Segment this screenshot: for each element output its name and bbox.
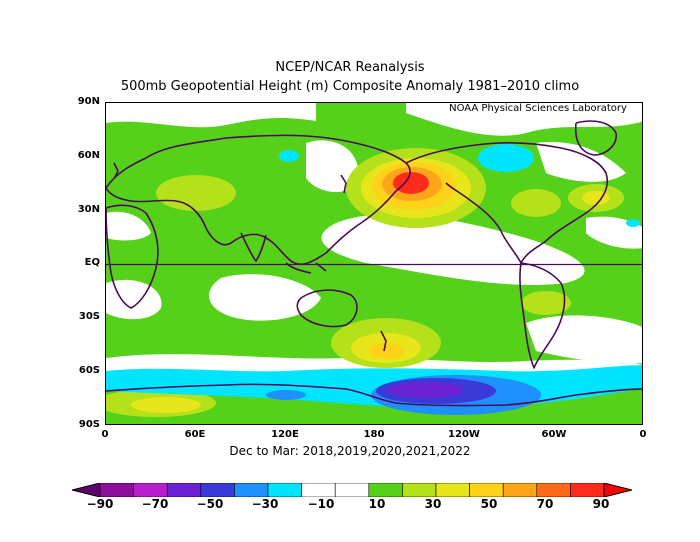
pos-south-am-light	[521, 291, 571, 315]
neutral-s-pacific-east	[526, 315, 642, 364]
colorbar-label: 30	[424, 497, 442, 511]
colorbar-label: 10	[368, 497, 386, 511]
neg-s-indian-blue	[266, 390, 306, 400]
colorbar-label: 90	[592, 497, 610, 511]
lat-label: 30S	[78, 311, 100, 322]
greenland-outline	[574, 120, 617, 156]
colorbar	[72, 483, 632, 497]
eurasia-outline	[106, 134, 411, 265]
lon-label: 60E	[184, 429, 206, 440]
colorbar-label: −10	[307, 497, 335, 511]
neg-amundsen-purple	[388, 382, 464, 398]
credit-label: NOAA Physical Sciences Laboratory	[433, 103, 642, 115]
lat-label: 60S	[78, 365, 100, 376]
colorbar-label: 70	[536, 497, 554, 511]
lat-label: 30N	[77, 204, 100, 215]
colorbar-cell	[368, 483, 403, 497]
north-america-outline	[405, 142, 608, 264]
colorbar-cell	[166, 483, 202, 497]
coastlines	[106, 120, 642, 407]
colorbar-label: −30	[251, 497, 279, 511]
lat-label: 60N	[77, 150, 100, 161]
neutral-canada	[536, 142, 626, 182]
colorbar-cell	[234, 483, 269, 497]
neutral-s-indian	[209, 274, 321, 321]
colorbar-arrow-low	[72, 483, 101, 497]
anomaly-map: NOAA Physical Sciences Laboratory	[105, 102, 643, 425]
lon-label: 0	[639, 429, 647, 440]
lon-label: 60W	[541, 429, 567, 440]
lon-label: 120E	[271, 429, 299, 440]
neg-siberia-cyan	[279, 150, 299, 162]
colorbar-cell	[469, 483, 504, 497]
time-period-label: Dec to Mar: 2018,2019,2020,2021,2022	[229, 444, 471, 458]
pos-asia-light	[156, 175, 236, 211]
colorbar-label: −50	[196, 497, 224, 511]
colorbar-label: −70	[141, 497, 169, 511]
colorbar-label: −90	[86, 497, 114, 511]
japan-outline	[340, 174, 347, 194]
uk-outline	[113, 162, 119, 178]
lat-label: 90S	[78, 419, 100, 430]
lat-label: EQ	[84, 257, 100, 268]
new-zealand-outline	[380, 330, 387, 352]
map-subtitle-variable: 500mb Geopotential Height (m) Composite …	[120, 79, 580, 94]
lon-label: 0	[101, 429, 109, 440]
india-outline	[240, 232, 267, 262]
colorbar-cell	[334, 483, 370, 497]
colorbar-cell	[267, 483, 302, 497]
australia-outline	[296, 289, 358, 328]
pos-n-pacific-red	[393, 172, 429, 194]
colorbar-arrow-high	[603, 483, 632, 497]
colorbar-cell	[133, 483, 168, 497]
pos-s-pacific-gold	[368, 343, 404, 359]
pos-n-atlantic-light	[511, 189, 561, 217]
neutral-tropics-africa	[106, 211, 151, 241]
colorbar-cell	[536, 483, 571, 497]
lon-label: 180	[363, 429, 385, 440]
neutral-n-atlantic	[306, 140, 358, 193]
lon-label: 120W	[448, 429, 480, 440]
neg-atlantic-cyan	[626, 219, 640, 227]
colorbar-cell	[402, 483, 437, 497]
neutral-arctic	[106, 103, 316, 128]
colorbar-cell	[99, 483, 134, 497]
pos-e-na-yellow	[582, 191, 610, 205]
colorbar-cell	[435, 483, 470, 497]
neg-canada-cyan	[478, 144, 534, 172]
lat-label: 90N	[77, 96, 100, 107]
colorbar-cell	[301, 483, 336, 497]
colorbar-cell	[502, 483, 538, 497]
neutral-tropical-pacific	[321, 214, 585, 285]
map-canvas	[106, 103, 642, 417]
colorbar-cell	[570, 483, 605, 497]
colorbar-cell	[200, 483, 235, 497]
negative-anomalies	[106, 144, 642, 415]
pos-s-indian-yellow	[131, 397, 201, 413]
map-title: NCEP/NCAR Reanalysis	[275, 60, 425, 75]
antarctica-outline	[106, 383, 642, 407]
africa-outline	[106, 204, 159, 309]
south-america-outline	[519, 262, 566, 369]
colorbar-label: 50	[480, 497, 498, 511]
